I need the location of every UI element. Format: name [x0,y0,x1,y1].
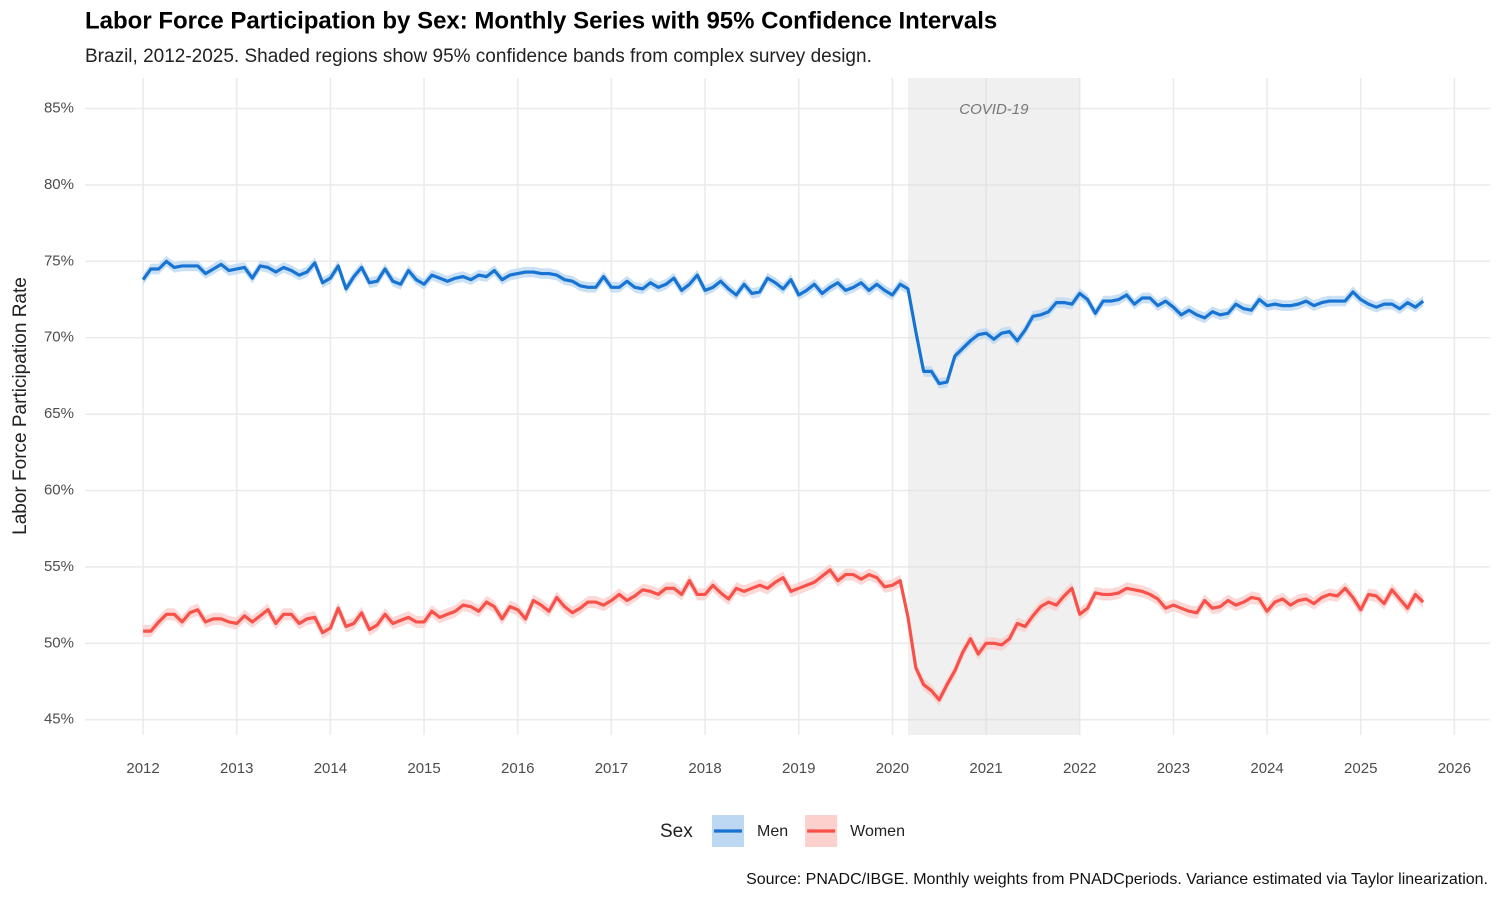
y-tick-label: 70% [44,329,74,346]
x-tick-label: 2012 [126,760,159,777]
y-tick-label: 45% [44,711,74,728]
legend-label: Women [850,823,905,840]
y-tick-label: 85% [44,100,74,117]
x-tick-label: 2019 [782,760,815,777]
x-tick-label: 2018 [688,760,721,777]
shaded-period-label: COVID-19 [959,101,1029,118]
y-tick-label: 60% [44,482,74,499]
x-tick-label: 2021 [969,760,1002,777]
confidence-band [143,256,1424,389]
x-tick-label: 2013 [220,760,253,777]
x-tick-label: 2014 [314,760,347,777]
shaded-period [908,78,1080,735]
y-tick-label: 50% [44,634,74,651]
x-tick-label: 2024 [1250,760,1283,777]
chart-subtitle: Brazil, 2012-2025. Shaded regions show 9… [85,46,872,67]
confidence-band [143,563,1424,706]
x-tick-label: 2025 [1344,760,1377,777]
series-line [143,568,1425,702]
x-tick-label: 2020 [876,760,909,777]
y-tick-label: 55% [44,558,74,575]
y-tick-label: 75% [44,252,74,269]
legend-label: Men [757,823,788,840]
x-tick-label: 2022 [1063,760,1096,777]
x-tick-label: 2017 [595,760,628,777]
y-tick-label: 80% [44,176,74,193]
chart-title: Labor Force Participation by Sex: Monthl… [85,7,997,34]
y-axis-label: Labor Force Participation Rate [10,277,31,535]
x-tick-label: 2026 [1438,760,1471,777]
caption: Source: PNADC/IBGE. Monthly weights from… [746,871,1488,888]
y-tick-label: 65% [44,405,74,422]
x-tick-label: 2015 [407,760,440,777]
x-tick-label: 2016 [501,760,534,777]
series-line [141,259,1425,386]
x-tick-label: 2023 [1157,760,1190,777]
legend-title: Sex [660,821,693,842]
